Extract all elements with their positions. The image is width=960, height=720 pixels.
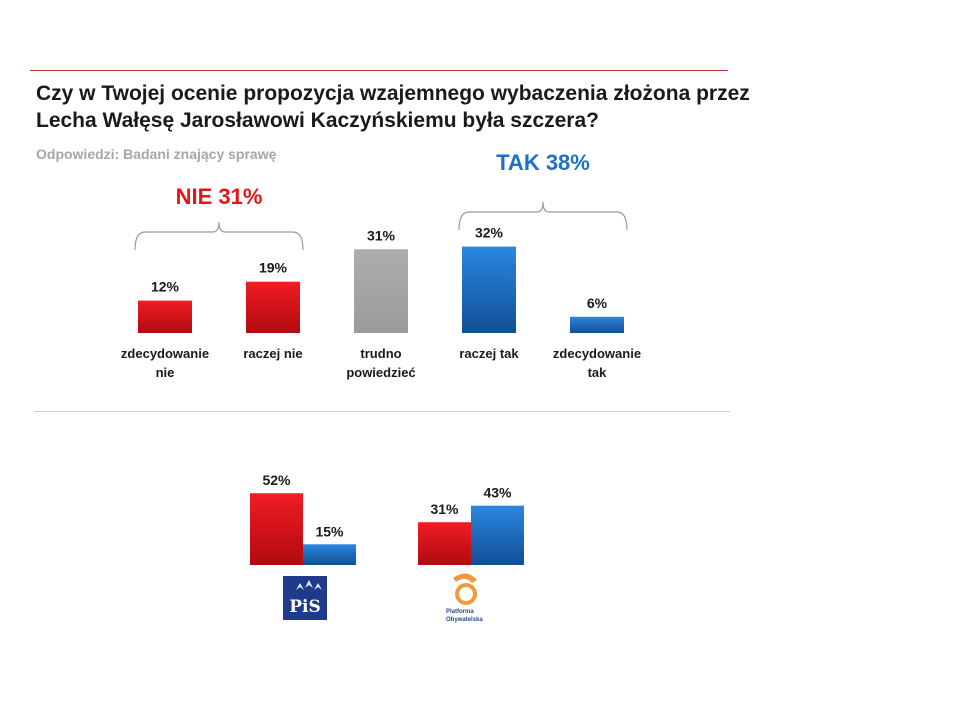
- po-logo: Platforma Obywatelska: [446, 573, 483, 623]
- bar-value-label-1: 19%: [259, 260, 288, 276]
- party-bar-value-label-1-0: 31%: [430, 501, 459, 517]
- party-bar-value-label-0-1: 15%: [315, 523, 344, 539]
- party-bar-value-label-0-0: 52%: [262, 472, 291, 488]
- chart-title: Czy w Twojej ocenie propozycja wzajemneg…: [36, 80, 756, 134]
- bar-4: [570, 316, 624, 333]
- bar-2: [354, 249, 408, 333]
- category-label-1: raczej nie: [243, 346, 302, 361]
- bar-1: [246, 281, 300, 333]
- group-brackets: NIE 31% TAK 38%: [134, 150, 628, 251]
- party-bar-0-0: [250, 493, 303, 565]
- category-label-0-line2: nie: [156, 365, 175, 380]
- bar-value-label-2: 31%: [367, 227, 396, 243]
- top-rule: [30, 70, 728, 71]
- po-logo-line1: Platforma: [446, 609, 474, 615]
- title-line-1: Czy w Twojej ocenie propozycja wzajemneg…: [36, 82, 750, 105]
- bar-value-label-0: 12%: [151, 279, 180, 295]
- group-label-1: TAK 38%: [496, 150, 590, 175]
- main-bar-chart: 12% zdecydowanie nie 19% raczej nie 31% trudno…: [121, 225, 641, 380]
- party-bar-1-0: [418, 522, 471, 565]
- category-label-2-line2: powiedzieć: [346, 365, 415, 380]
- party-bar-1-1: [471, 505, 524, 565]
- po-logo-line2: Obywatelska: [446, 617, 483, 623]
- bar-3: [462, 246, 516, 333]
- group-bracket-1: [458, 201, 628, 231]
- bar-value-label-4: 6%: [587, 295, 608, 311]
- section-divider: [34, 411, 730, 412]
- party-bar-chart: 52% 15% 31% 43%: [250, 472, 524, 565]
- category-label-3: raczej tak: [459, 346, 519, 361]
- bar-value-label-3: 32%: [475, 225, 504, 241]
- category-label-4-line2: tak: [588, 365, 608, 380]
- pis-logo-text: PiS: [289, 597, 321, 617]
- party-bar-value-label-1-1: 43%: [483, 485, 512, 501]
- bar-0: [138, 300, 192, 333]
- category-label-0-line1: zdecydowanie: [121, 346, 209, 361]
- category-label-4-line1: zdecydowanie: [553, 346, 641, 361]
- category-label-2-line1: trudno: [360, 346, 401, 361]
- party-bar-0-1: [303, 544, 356, 565]
- pis-logo: PiS: [283, 576, 327, 620]
- subtitle: Odpowiedzi: Badani znający sprawę: [36, 146, 277, 162]
- title-line-2: Lecha Wałęsę Jarosławowi Kaczyńskiemu by…: [36, 109, 599, 132]
- group-label-0: NIE 31%: [176, 184, 263, 209]
- group-bracket-0: [134, 221, 304, 251]
